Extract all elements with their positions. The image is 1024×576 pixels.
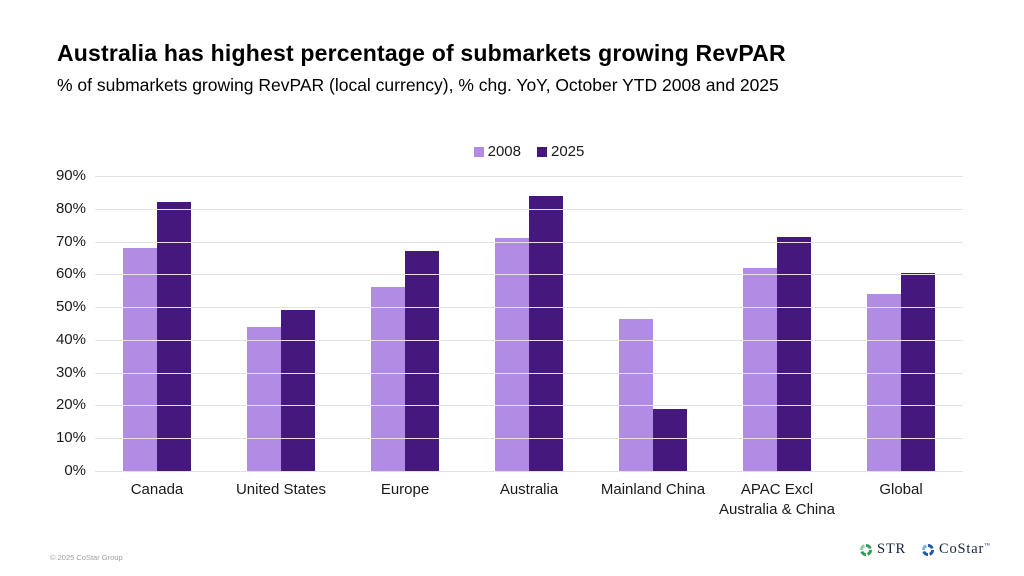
bar-2025-europe xyxy=(405,251,439,471)
x-axis-labels: Canada United States Europe Australia Mainla… xyxy=(95,471,963,520)
gridline-0 xyxy=(95,471,963,472)
x-label-apac-excl-australia-china: APAC Excl Australia & China xyxy=(719,481,835,518)
bar-group-global xyxy=(839,176,963,471)
bar-2008-europe xyxy=(371,287,405,471)
chart-legend: 2008 2025 xyxy=(95,143,963,160)
bar-chart: Canada United States Europe Australia Mainla… xyxy=(56,167,963,518)
x-label-global: Global xyxy=(879,481,923,498)
bar-2025-global xyxy=(901,272,935,471)
y-tick-30: 30% xyxy=(55,363,86,381)
legend-label-2008: 2008 xyxy=(487,143,521,160)
bar-group-apac-excl-australia-china xyxy=(715,176,839,471)
gridline-90 xyxy=(95,176,963,177)
chart-title: Australia has highest percentage of subm… xyxy=(57,40,786,66)
str-logo-text: STR xyxy=(877,541,907,557)
gridline-70 xyxy=(95,241,963,243)
legend-item-2008: 2008 xyxy=(473,143,521,160)
legend-swatch-2025 xyxy=(537,146,547,157)
costar-logo: CoStar™ xyxy=(921,541,990,558)
legend-item-2025: 2025 xyxy=(537,143,584,160)
legend-swatch-2008 xyxy=(473,146,484,157)
x-label-united-states: United States xyxy=(235,481,327,498)
y-tick-90: 90% xyxy=(55,167,86,184)
bar-group-united-states xyxy=(219,176,343,471)
bar-2025-canada xyxy=(157,202,191,471)
bar-group-europe xyxy=(343,176,467,471)
bar-2008-canada xyxy=(123,248,157,471)
bar-2008-apac-excl-australia-china xyxy=(743,267,777,471)
costar-pinwheel-icon xyxy=(921,543,935,556)
gridline-80 xyxy=(95,208,963,210)
legend-label-2025: 2025 xyxy=(551,143,585,160)
x-label-australia: Australia xyxy=(499,481,559,498)
y-tick-50: 50% xyxy=(55,298,86,316)
bar-2008-australia xyxy=(495,238,529,471)
y-tick-70: 70% xyxy=(55,232,86,250)
plot-area xyxy=(95,176,963,471)
gridline-60 xyxy=(95,274,963,276)
bar-group-canada xyxy=(95,176,219,471)
bar-2008-mainland-china xyxy=(619,318,653,471)
bar-group-australia xyxy=(467,176,591,471)
gridline-20 xyxy=(95,405,963,407)
bar-2025-australia xyxy=(529,195,563,471)
copyright-text: © 2025 CoStar Group xyxy=(50,553,123,562)
str-pinwheel-icon xyxy=(859,543,873,556)
str-logo: STR xyxy=(859,541,906,558)
y-tick-60: 60% xyxy=(55,265,86,283)
x-label-canada: Canada xyxy=(130,481,184,498)
gridline-30 xyxy=(95,372,963,374)
y-tick-80: 80% xyxy=(55,199,86,217)
x-label-mainland-china: Mainland China xyxy=(600,481,706,498)
chart-subtitle: % of submarkets growing RevPAR (local cu… xyxy=(57,75,779,95)
gridline-50 xyxy=(95,307,963,309)
y-tick-20: 20% xyxy=(55,396,86,414)
gridline-40 xyxy=(95,339,963,341)
bar-2025-apac-excl-australia-china xyxy=(777,236,811,471)
bar-2025-mainland-china xyxy=(653,408,687,471)
y-tick-10: 10% xyxy=(55,429,86,447)
bar-2008-united-states xyxy=(247,326,281,471)
bar-2008-global xyxy=(867,294,901,471)
costar-logo-text: CoStar™ xyxy=(939,541,990,557)
bar-group-mainland-china xyxy=(591,176,715,471)
y-tick-0: 0% xyxy=(64,462,86,479)
y-tick-40: 40% xyxy=(55,330,86,348)
gridline-10 xyxy=(95,438,963,440)
x-label-europe: Europe xyxy=(380,481,430,498)
bar-2025-united-states xyxy=(281,310,315,471)
footer-logos: STR CoStar™ xyxy=(859,541,990,558)
